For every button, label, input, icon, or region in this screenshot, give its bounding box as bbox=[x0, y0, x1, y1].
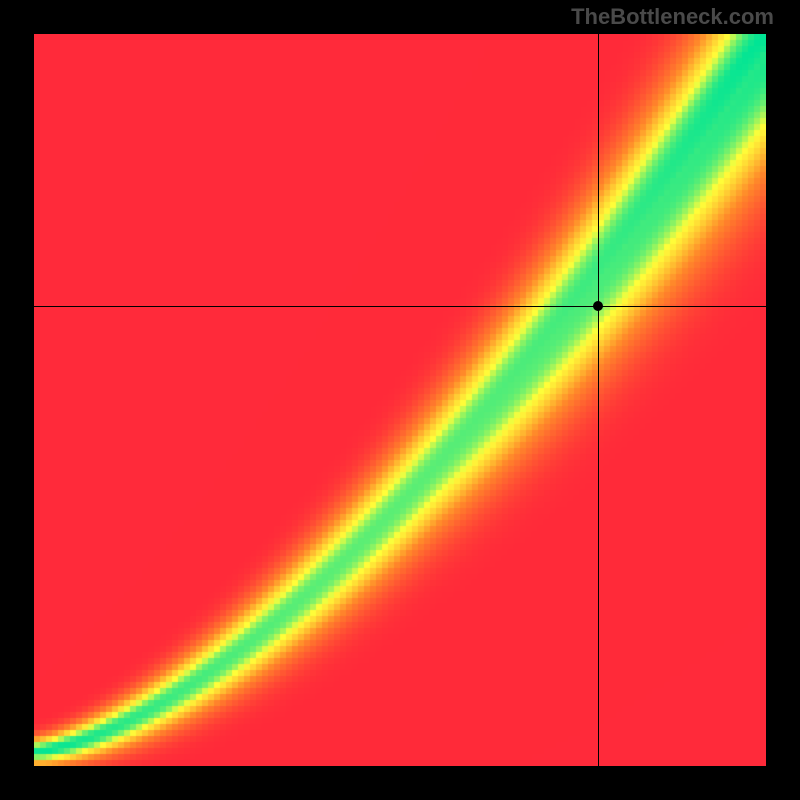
crosshair-vertical bbox=[598, 34, 599, 766]
heatmap-canvas bbox=[34, 34, 766, 766]
watermark-text: TheBottleneck.com bbox=[571, 4, 774, 30]
crosshair-horizontal bbox=[34, 306, 766, 307]
crosshair-marker[interactable] bbox=[593, 301, 603, 311]
heatmap-plot bbox=[34, 34, 766, 766]
